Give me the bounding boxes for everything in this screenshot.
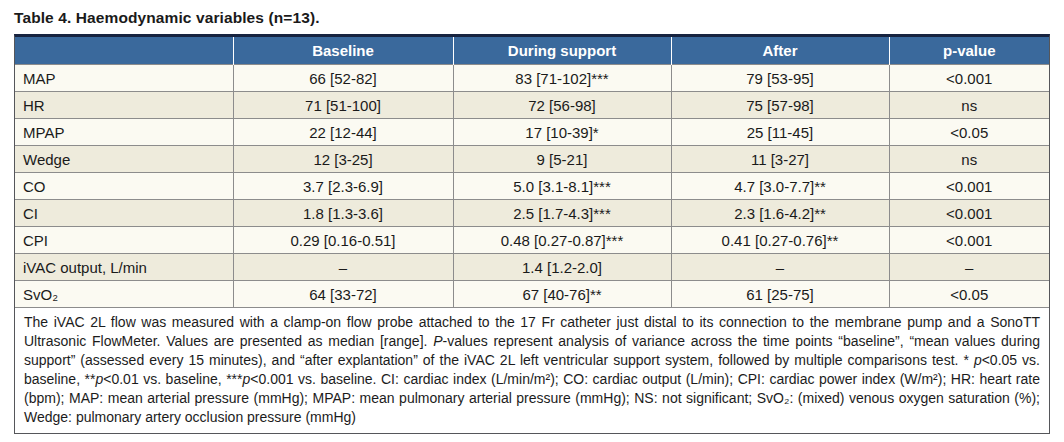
table-cell: <0.001 bbox=[889, 173, 1049, 200]
table-row: HR71 [51-100]72 [56-98]75 [57-98]ns bbox=[15, 92, 1049, 119]
table-cell: 67 [40-76]** bbox=[453, 281, 671, 308]
table-cell: 9 [5-21] bbox=[453, 146, 671, 173]
table-title: Table 4. Haemodynamic variables (n=13). bbox=[14, 9, 1064, 27]
table-cell: 11 [3-27] bbox=[671, 146, 889, 173]
table-row: CO3.7 [2.3-6.9]5.0 [3.1-8.1]***4.7 [3.0-… bbox=[15, 173, 1049, 200]
table-header-row: Baseline During support After p-value bbox=[15, 37, 1049, 65]
haemodynamic-table: Baseline During support After p-value MAP66… bbox=[15, 37, 1049, 307]
table-cell: <0.001 bbox=[889, 227, 1049, 254]
row-label: iVAC output, L/min bbox=[15, 254, 233, 281]
text-run: -value bbox=[952, 42, 995, 59]
text-run: p bbox=[943, 42, 952, 59]
table-cell: – bbox=[889, 254, 1049, 281]
row-label: CI bbox=[15, 200, 233, 227]
text-run: Baseline bbox=[312, 42, 374, 59]
table-cell: 79 [53-95] bbox=[671, 65, 889, 92]
column-header-baseline: Baseline bbox=[233, 37, 453, 65]
table-cell: 0.41 [0.27-0.76]** bbox=[671, 227, 889, 254]
table-cell: ns bbox=[889, 92, 1049, 119]
column-header-p-value: p-value bbox=[889, 37, 1049, 65]
table-cell: – bbox=[671, 254, 889, 281]
table-cell: 1.8 [1.3-3.6] bbox=[233, 200, 453, 227]
table-row: CI1.8 [1.3-3.6]2.5 [1.7-4.3]***2.3 [1.6-… bbox=[15, 200, 1049, 227]
column-header-variable bbox=[15, 37, 233, 65]
text-run: <0.01 vs. baseline, *** bbox=[103, 371, 242, 387]
table-cell: – bbox=[233, 254, 453, 281]
table-cell: <0.05 bbox=[889, 119, 1049, 146]
column-header-after: After bbox=[671, 37, 889, 65]
row-label: CO bbox=[15, 173, 233, 200]
table-cell: 66 [52-82] bbox=[233, 65, 453, 92]
table-cell: 71 [51-100] bbox=[233, 92, 453, 119]
table-cell: <0.001 bbox=[889, 65, 1049, 92]
table-cell: 64 [33-72] bbox=[233, 281, 453, 308]
table-footnote: The iVAC 2L flow was measured with a cla… bbox=[15, 307, 1049, 433]
table-row: CPI0.29 [0.16-0.51]0.48 [0.27-0.87]***0.… bbox=[15, 227, 1049, 254]
table-cell: 1.4 [1.2-2.0] bbox=[453, 254, 671, 281]
table-cell: 4.7 [3.0-7.7]** bbox=[671, 173, 889, 200]
table-row: MAP66 [52-82]83 [71-102]***79 [53-95]<0.… bbox=[15, 65, 1049, 92]
table-cell: 12 [3-25] bbox=[233, 146, 453, 173]
table-row: SvO₂64 [33-72]67 [40-76]**61 [25-75]<0.0… bbox=[15, 281, 1049, 308]
text-run: P bbox=[433, 333, 442, 349]
row-label: CPI bbox=[15, 227, 233, 254]
table-body: MAP66 [52-82]83 [71-102]***79 [53-95]<0.… bbox=[15, 65, 1049, 308]
text-run: During support bbox=[508, 42, 616, 59]
table-cell: 75 [57-98] bbox=[671, 92, 889, 119]
row-label: MPAP bbox=[15, 119, 233, 146]
text-run: After bbox=[762, 42, 797, 59]
table-cell: 0.29 [0.16-0.51] bbox=[233, 227, 453, 254]
table-row: Wedge12 [3-25]9 [5-21]11 [3-27]ns bbox=[15, 146, 1049, 173]
table-cell: 72 [56-98] bbox=[453, 92, 671, 119]
row-label: SvO₂ bbox=[15, 281, 233, 308]
row-label: MAP bbox=[15, 65, 233, 92]
table-cell: 5.0 [3.1-8.1]*** bbox=[453, 173, 671, 200]
table-cell: 2.3 [1.6-4.2]** bbox=[671, 200, 889, 227]
table-cell: 25 [11-45] bbox=[671, 119, 889, 146]
table-cell: <0.05 bbox=[889, 281, 1049, 308]
row-label: HR bbox=[15, 92, 233, 119]
column-header-during-support: During support bbox=[453, 37, 671, 65]
table-header: Baseline During support After p-value bbox=[15, 37, 1049, 65]
table-cell: ns bbox=[889, 146, 1049, 173]
table-cell: 0.48 [0.27-0.87]*** bbox=[453, 227, 671, 254]
table-row: iVAC output, L/min–1.4 [1.2-2.0]–– bbox=[15, 254, 1049, 281]
table-row: MPAP22 [12-44]17 [10-39]*25 [11-45]<0.05 bbox=[15, 119, 1049, 146]
table-cell: <0.001 bbox=[889, 200, 1049, 227]
table-cell: 3.7 [2.3-6.9] bbox=[233, 173, 453, 200]
text-run: p bbox=[974, 352, 982, 368]
table-cell: 61 [25-75] bbox=[671, 281, 889, 308]
table-cell: 83 [71-102]*** bbox=[453, 65, 671, 92]
table-cell: 22 [12-44] bbox=[233, 119, 453, 146]
table-container: BaselineDuring supportAfterp-value MAP66… bbox=[14, 34, 1050, 434]
table-cell: 17 [10-39]* bbox=[453, 119, 671, 146]
table-cell: 2.5 [1.7-4.3]*** bbox=[453, 200, 671, 227]
row-label: Wedge bbox=[15, 146, 233, 173]
